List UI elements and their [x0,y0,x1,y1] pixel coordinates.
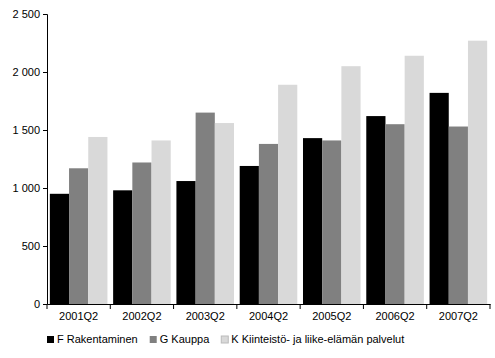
x-group-separator [363,304,364,309]
bar [430,93,449,304]
x-tick: 2001Q2 [59,304,98,322]
bar [113,190,132,304]
bar [468,41,487,304]
x-tick-label: 2002Q2 [122,310,161,322]
bar [322,140,341,304]
bar [88,137,107,304]
y-tick-label: 2 500 [12,8,40,20]
legend-swatch [47,336,54,343]
y-tick-mark [43,72,47,73]
bar [196,113,215,304]
y-tick: 2 500 [12,8,47,20]
bar [50,194,69,304]
bar [385,124,404,304]
legend-swatch [150,336,157,343]
x-group-separator [236,304,237,309]
bar [405,56,424,304]
x-tick: 2003Q2 [186,304,225,322]
legend-label: F Rakentaminen [57,333,138,345]
x-tick: 2002Q2 [122,304,161,322]
bar [366,116,385,304]
bar [303,138,322,304]
y-tick: 1 000 [12,182,47,194]
x-axis: 2001Q2 2002Q2 2003Q2 2004Q2 2005Q2 2006Q2 2007… [47,304,491,322]
x-axis-line [48,304,491,305]
x-tick: 2007Q2 [439,304,478,322]
x-group-separator [426,304,427,309]
plot: 0 500 1 000 1 500 2 000 2 500 2001Q2 2002Q2 2003… [12,8,490,322]
legend-item: G Kauppa [150,333,210,345]
x-tick-label: 2007Q2 [439,310,478,322]
x-group-separator [490,304,491,309]
y-axis: 0 500 1 000 1 500 2 000 2 500 [12,8,47,310]
y-tick-mark [43,14,47,15]
bar [240,166,259,304]
legend-label: K Kiinteistö- ja liike-elämän palvelut [231,333,404,345]
x-tick: 2004Q2 [249,304,288,322]
y-tick-label: 0 [34,298,40,310]
x-tick-label: 2005Q2 [312,310,351,322]
bar [176,181,195,304]
x-tick-label: 2006Q2 [375,310,414,322]
y-tick: 1 500 [12,124,47,136]
y-tick: 2 000 [12,66,47,78]
bars [50,41,487,304]
x-group-separator [47,304,48,309]
legend-label: G Kauppa [160,333,210,345]
y-tick-label: 1 500 [12,124,40,136]
bar [132,162,151,304]
y-tick-mark [43,188,47,189]
bar [278,85,297,304]
x-tick-label: 2001Q2 [59,310,98,322]
y-tick-label: 2 000 [12,66,40,78]
y-tick-mark [43,130,47,131]
y-tick-mark [43,246,47,247]
x-group-separator [300,304,301,309]
legend-swatch [221,336,228,343]
bar [152,140,171,304]
bar [341,66,360,304]
legend-item: K Kiinteistö- ja liike-elämän palvelut [221,333,404,345]
x-tick-label: 2004Q2 [249,310,288,322]
x-group-separator [173,304,174,309]
bar [259,144,278,304]
x-tick-label: 2003Q2 [186,310,225,322]
bar [69,168,88,304]
y-tick: 500 [22,240,47,252]
y-tick-label: 1 000 [12,182,40,194]
bar [215,123,234,304]
y-axis-line [43,15,48,305]
y-tick-mark [43,304,47,305]
y-tick: 0 [34,298,47,310]
y-tick-label: 500 [22,240,40,252]
bar [449,127,468,304]
chart: 0 500 1 000 1 500 2 000 2 500 2001Q2 2002Q2 2003… [0,0,495,358]
legend-item: F Rakentaminen [47,333,138,345]
x-group-separator [110,304,111,309]
x-tick: 2005Q2 [312,304,351,322]
legend: F Rakentaminen G Kauppa K Kiinteistö- ja l… [47,333,404,345]
x-tick: 2006Q2 [375,304,414,322]
